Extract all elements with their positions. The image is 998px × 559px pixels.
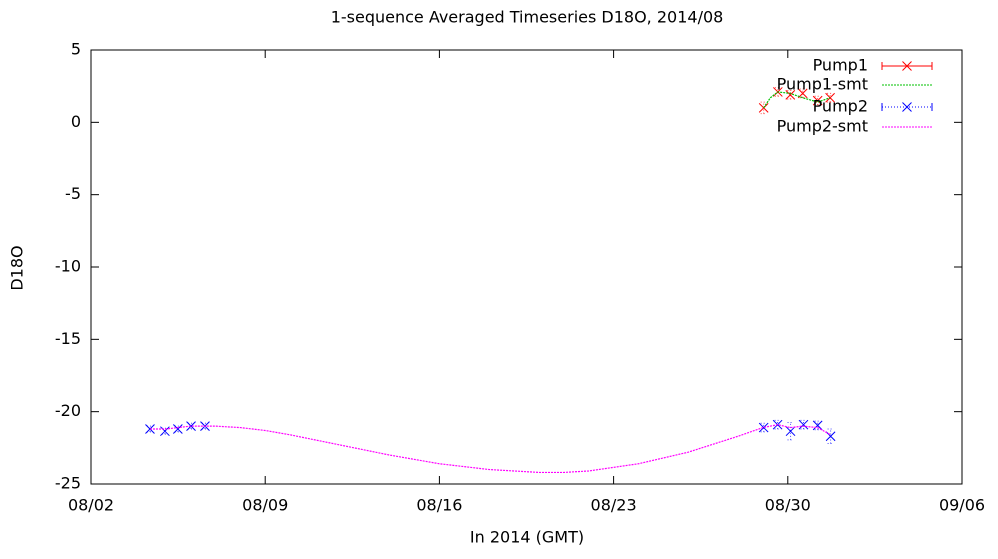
error-bar	[146, 425, 153, 433]
chart-title: 1-sequence Averaged Timeseries D18O, 201…	[331, 8, 724, 27]
y-tick-label: -5	[65, 184, 81, 203]
data-point	[172, 424, 183, 434]
x-axis-label: In 2014 (GMT)	[470, 528, 584, 547]
y-tick-label: -15	[55, 329, 81, 348]
x-tick-label: 08/16	[416, 496, 462, 515]
legend-marker	[902, 61, 912, 71]
data-point	[758, 103, 769, 113]
error-bar	[760, 422, 767, 433]
data-point	[758, 422, 769, 433]
data-point	[785, 426, 796, 437]
x-tick-label: 08/09	[242, 496, 288, 515]
error-bar	[799, 88, 806, 99]
data-point	[812, 95, 823, 106]
error-bar	[800, 419, 807, 430]
legend-label: Pump2-smt	[777, 117, 868, 136]
error-bar	[774, 419, 781, 430]
y-tick-label: 0	[71, 112, 81, 131]
legend-label: Pump1	[813, 56, 868, 75]
smooth-line	[149, 424, 831, 474]
error-bar	[760, 101, 767, 115]
y-axis-label: D18O	[8, 245, 27, 290]
data-point	[797, 88, 808, 99]
y-tick-label: -25	[55, 474, 81, 493]
x-tick-label: 08/30	[765, 496, 811, 515]
error-bar	[787, 90, 794, 100]
y-tick-label: -20	[55, 401, 81, 420]
legend-label: Pump2	[813, 97, 868, 116]
x-tick-label: 08/02	[68, 496, 114, 515]
data-point	[825, 431, 836, 442]
error-bar	[827, 428, 834, 444]
error-bar	[161, 427, 168, 435]
y-tick-label: 5	[71, 40, 81, 59]
error-bar	[188, 422, 195, 430]
smooth-line	[763, 91, 831, 109]
data-point	[785, 89, 796, 100]
legend-label: Pump1-smt	[777, 75, 868, 94]
x-tick-label: 08/23	[591, 496, 637, 515]
error-bar	[827, 92, 834, 103]
data-point	[186, 421, 196, 431]
error-bar	[174, 425, 181, 433]
data-point	[798, 419, 809, 430]
error-bar	[814, 420, 821, 431]
x-tick-label: 09/06	[939, 496, 985, 515]
error-bar	[787, 422, 794, 441]
data-point	[812, 420, 823, 431]
error-bar	[201, 422, 208, 430]
data-point	[825, 92, 835, 103]
legend-marker	[902, 102, 912, 112]
data-point	[145, 424, 155, 434]
y-tick-label: -10	[55, 257, 81, 276]
error-bar	[814, 95, 821, 106]
error-bar	[774, 87, 781, 97]
